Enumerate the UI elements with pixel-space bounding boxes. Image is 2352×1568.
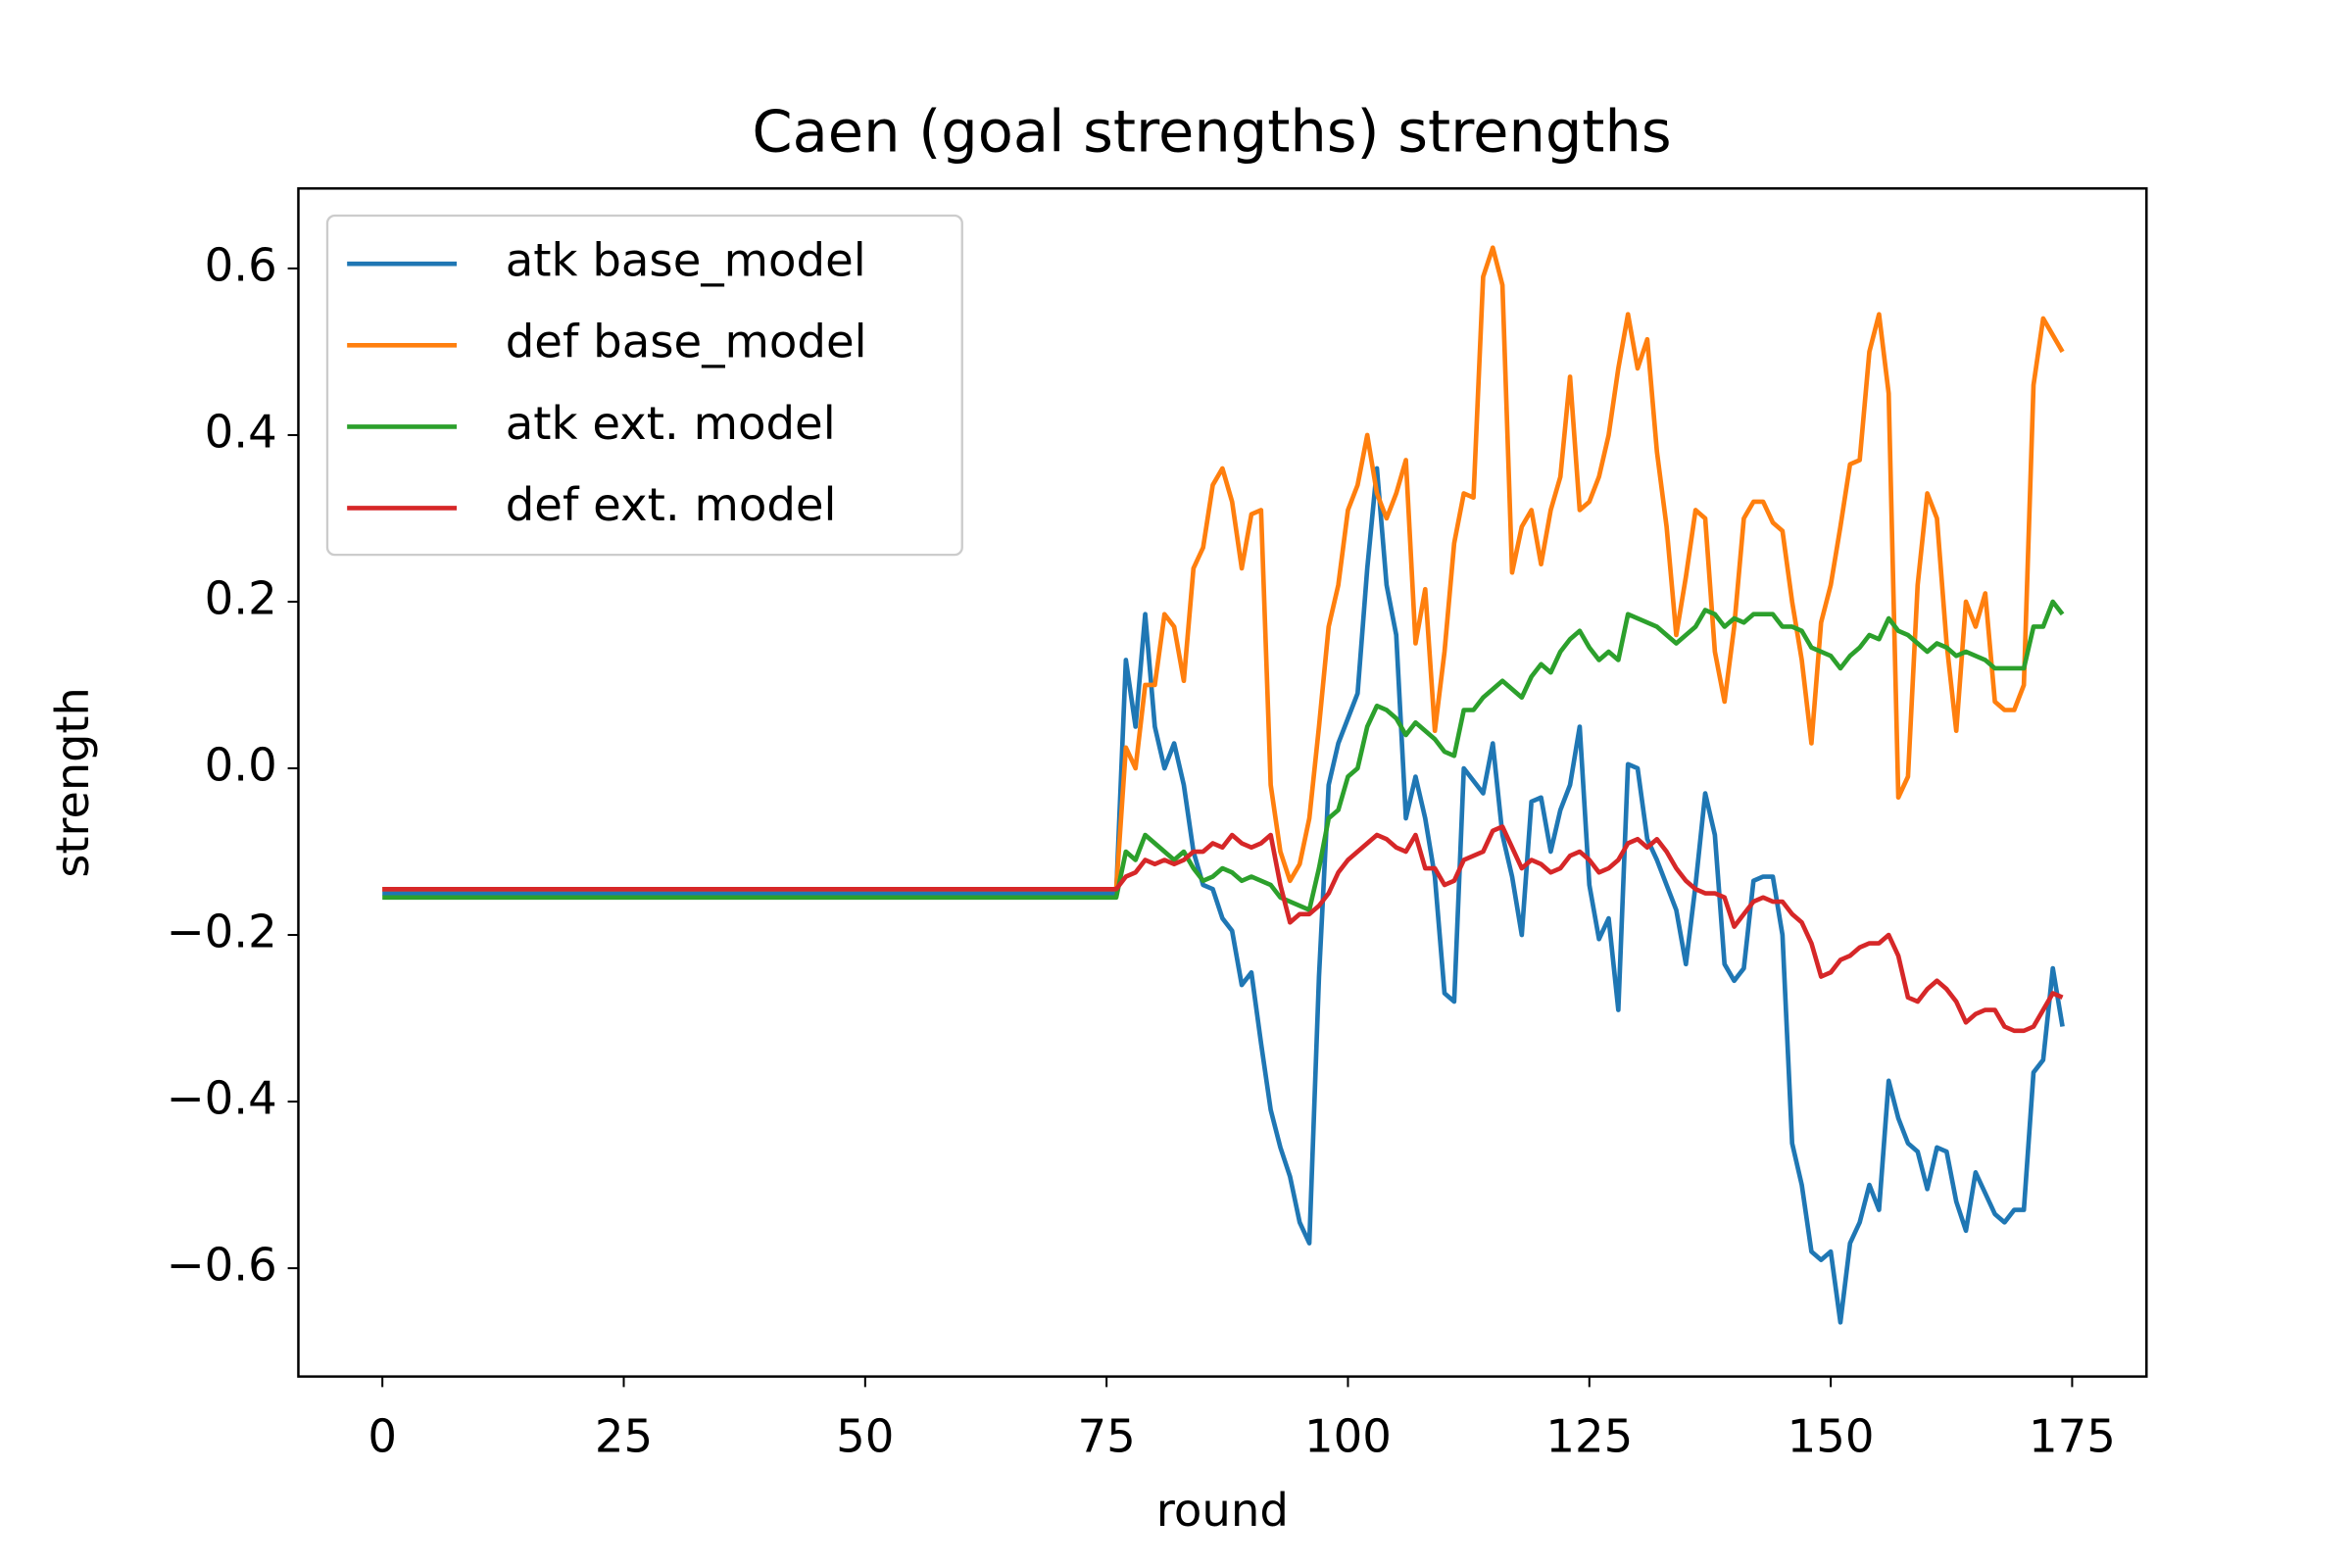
y-tick-label: 0.0 — [205, 739, 277, 792]
y-tick-label: −0.2 — [167, 906, 277, 958]
y-tick-label: 0.2 — [205, 572, 277, 625]
x-axis-label: round — [1156, 1484, 1289, 1537]
x-tick-label: 175 — [2029, 1410, 2116, 1463]
series-line — [382, 824, 2064, 1034]
y-tick-label: 0.4 — [205, 406, 277, 459]
legend-label: atk ext. model — [506, 397, 836, 450]
x-tick-label: 0 — [368, 1410, 397, 1463]
x-tick-label: 50 — [836, 1410, 894, 1463]
y-tick-label: −0.6 — [167, 1239, 277, 1292]
chart-title: Caen (goal strengths) strengths — [752, 98, 1671, 166]
legend-label: def base_model — [506, 316, 867, 368]
series-line — [382, 466, 2065, 1325]
y-tick-label: −0.4 — [167, 1072, 277, 1125]
x-tick-label: 125 — [1545, 1410, 1633, 1463]
y-tick-label: 0.6 — [205, 239, 277, 292]
plot-frame — [297, 187, 2148, 1378]
x-tick-label: 75 — [1078, 1410, 1136, 1463]
x-tick-label: 25 — [595, 1410, 653, 1463]
x-tick-label: 150 — [1788, 1410, 1875, 1463]
y-axis-label: strength — [46, 687, 99, 877]
series-line — [382, 599, 2065, 912]
legend-label: atk base_model — [506, 234, 866, 287]
x-tick-label: 100 — [1304, 1410, 1392, 1463]
legend-box — [325, 214, 963, 557]
legend-label: def ext. model — [506, 478, 837, 531]
